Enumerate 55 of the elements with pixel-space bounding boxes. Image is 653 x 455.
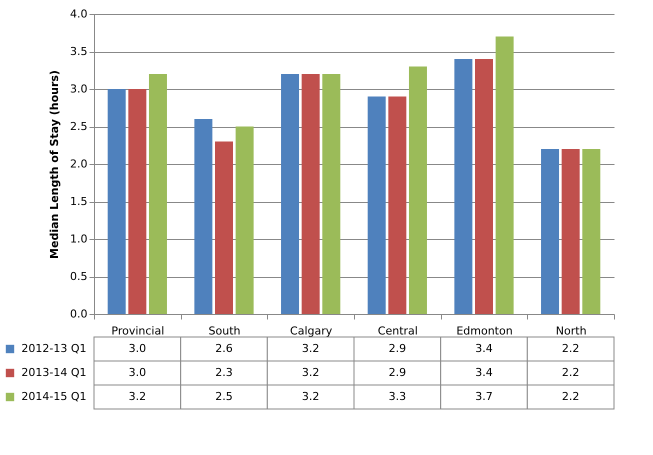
data-label: 3.0: [128, 342, 146, 355]
data-label: 3.2: [128, 390, 146, 403]
bar: [194, 119, 212, 314]
bar: [281, 74, 300, 314]
data-label: 2.6: [215, 342, 233, 355]
legend-label: 2014-15 Q1: [21, 390, 86, 403]
data-label: 2.9: [388, 366, 406, 379]
y-tick-label: 1.0: [70, 232, 88, 246]
bar: [388, 96, 406, 314]
y-tick-label: 2.5: [70, 120, 88, 133]
bar: [475, 59, 493, 314]
data-label: 3.2: [302, 342, 320, 355]
y-tick-label: 1.5: [70, 195, 88, 208]
y-tick-label: 2.0: [70, 158, 88, 170]
bar: [454, 59, 472, 314]
bar: [302, 74, 320, 314]
y-tick-label: 3.0: [70, 82, 88, 96]
bar: [496, 36, 514, 314]
bar: [562, 149, 580, 314]
data-label: 2.2: [562, 342, 580, 355]
data-label: 3.4: [475, 342, 493, 355]
bar: [322, 74, 340, 314]
bar: [408, 66, 427, 314]
bar: [128, 89, 146, 314]
data-label: 3.3: [388, 390, 406, 403]
y-tick-label: 0.5: [70, 270, 88, 283]
data-label: 2.3: [215, 366, 233, 379]
bar: [148, 74, 167, 314]
x-tick-label: Edmonton: [456, 324, 513, 338]
data-label: 3.4: [475, 366, 493, 379]
data-label: 2.2: [562, 366, 580, 379]
x-tick-label: South: [208, 324, 241, 338]
data-label: 2.5: [215, 390, 233, 403]
x-tick-label: Central: [378, 324, 418, 338]
data-label: 2.2: [562, 390, 580, 403]
bar: [541, 149, 560, 314]
data-label: 3.0: [128, 366, 146, 379]
data-label: 3.2: [302, 390, 320, 403]
data-label: 2.9: [388, 342, 406, 355]
bar: [236, 126, 254, 314]
y-tick-label: 0.0: [70, 308, 88, 320]
bar: [215, 142, 233, 314]
x-tick-label: Provincial: [111, 324, 164, 338]
bar: [582, 149, 600, 314]
legend-label: 2013-14 Q1: [21, 366, 86, 379]
bar: [108, 89, 126, 314]
legend-label: 2012-13 Q1: [21, 342, 86, 355]
data-label: 3.2: [302, 366, 320, 379]
bar: [368, 96, 386, 314]
y-axis-title: Median Length of Stay (hours): [48, 70, 62, 259]
y-tick-label: 3.5: [70, 45, 88, 58]
x-tick-label: Calgary: [290, 324, 333, 338]
x-tick-label: North: [556, 324, 587, 338]
y-tick-label: 4.0: [70, 8, 88, 20]
data-label: 3.7: [475, 390, 493, 403]
